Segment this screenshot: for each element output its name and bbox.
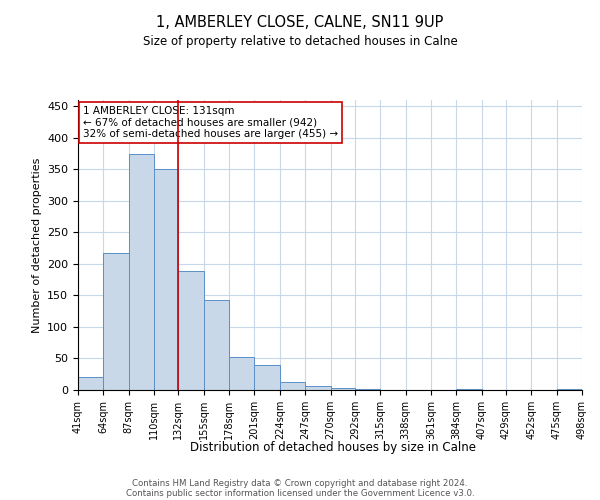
Text: Contains public sector information licensed under the Government Licence v3.0.: Contains public sector information licen… [125,488,475,498]
Bar [254,365,280,390]
Bar [229,356,254,390]
Text: 1, AMBERLEY CLOSE, CALNE, SN11 9UP: 1, AMBERLEY CLOSE, CALNE, SN11 9UP [157,15,443,30]
Bar [204,300,229,390]
Bar [178,272,204,390]
Text: Distribution of detached houses by size in Calne: Distribution of detached houses by size … [190,441,476,454]
Bar [129,154,154,390]
Text: 1 AMBERLEY CLOSE: 131sqm
← 67% of detached houses are smaller (942)
32% of semi-: 1 AMBERLEY CLOSE: 131sqm ← 67% of detach… [83,106,338,139]
Bar [280,382,305,390]
Text: Contains HM Land Registry data © Crown copyright and database right 2024.: Contains HM Land Registry data © Crown c… [132,478,468,488]
Bar [305,386,331,390]
Bar [154,170,178,390]
Bar [78,378,103,390]
Bar [331,388,355,390]
Y-axis label: Number of detached properties: Number of detached properties [32,158,41,332]
Text: Size of property relative to detached houses in Calne: Size of property relative to detached ho… [143,35,457,48]
Bar [557,388,582,390]
Bar [103,252,129,390]
